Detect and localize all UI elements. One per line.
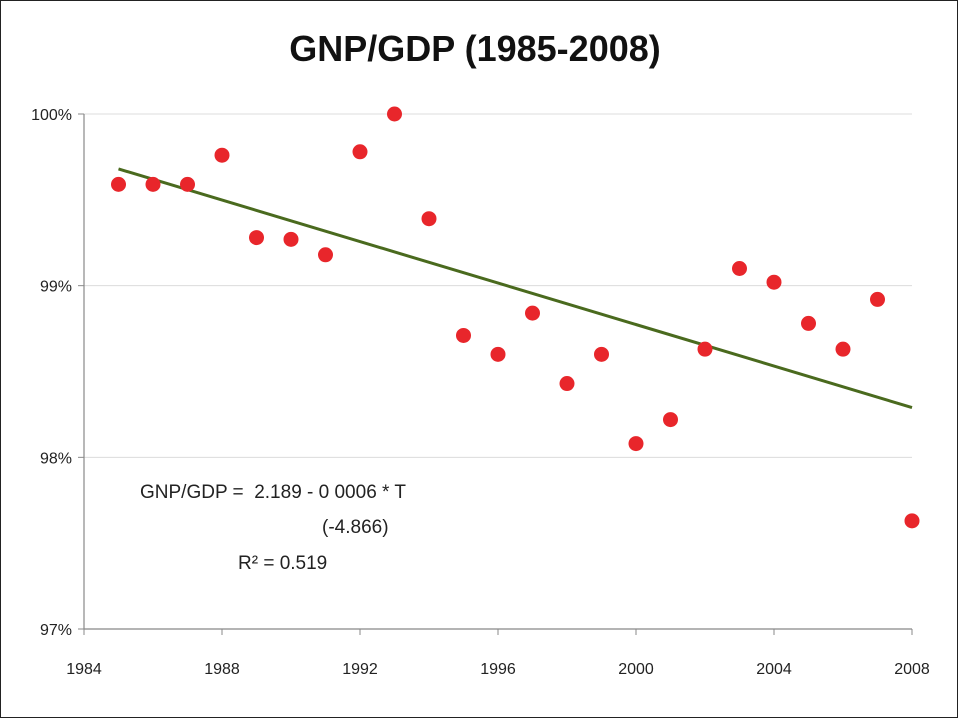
t-statistic: (-4.866) [322, 517, 389, 538]
y-tick-label: 98% [40, 450, 72, 467]
data-point [180, 176, 195, 192]
data-point [904, 513, 920, 529]
trendline [118, 167, 913, 409]
x-tick-label: 1984 [66, 661, 102, 678]
data-point [870, 291, 885, 307]
data-point [387, 106, 402, 122]
data-point [249, 230, 264, 246]
x-tick-label: 1992 [342, 661, 378, 678]
y-tick-label: 99% [40, 279, 72, 296]
x-tick-label: 2008 [894, 661, 930, 678]
data-point [283, 231, 299, 247]
data-point [663, 412, 678, 428]
data-point [525, 305, 540, 321]
data-point [352, 144, 368, 160]
data-point [628, 436, 644, 452]
y-tick-label: 97% [40, 622, 72, 639]
data-point [697, 341, 713, 357]
grid-lines [84, 113, 912, 458]
r-squared-label: R² = 0.519 [238, 553, 328, 574]
data-point [594, 346, 609, 362]
data-point [732, 261, 747, 276]
data-point [456, 327, 471, 343]
data-point [145, 176, 161, 192]
data-point [490, 346, 506, 362]
data-point [559, 376, 575, 392]
data-point [111, 176, 126, 192]
y-tick-label: 100% [31, 107, 72, 124]
data-point [214, 147, 230, 163]
axes [78, 113, 913, 635]
tick-labels: 97% 98% 99% 100% 1984 1988 1992 1996 2000 2004 200… [31, 107, 930, 678]
x-tick-label: 1996 [480, 661, 516, 678]
x-tick-label: 1988 [204, 661, 240, 678]
data-point [421, 211, 437, 227]
data-point [766, 274, 782, 290]
regression-equation: GNP/GDP = 2.189 - 0 0006 * T [140, 482, 406, 503]
data-points [111, 106, 920, 529]
data-point [835, 341, 851, 357]
data-point [801, 315, 816, 331]
data-point [318, 247, 333, 263]
chart-title: GNP/GDP (1985-2008) [289, 28, 661, 69]
x-tick-label: 2004 [756, 661, 792, 678]
x-tick-label: 2000 [618, 661, 654, 678]
trendline-group [118, 167, 913, 409]
